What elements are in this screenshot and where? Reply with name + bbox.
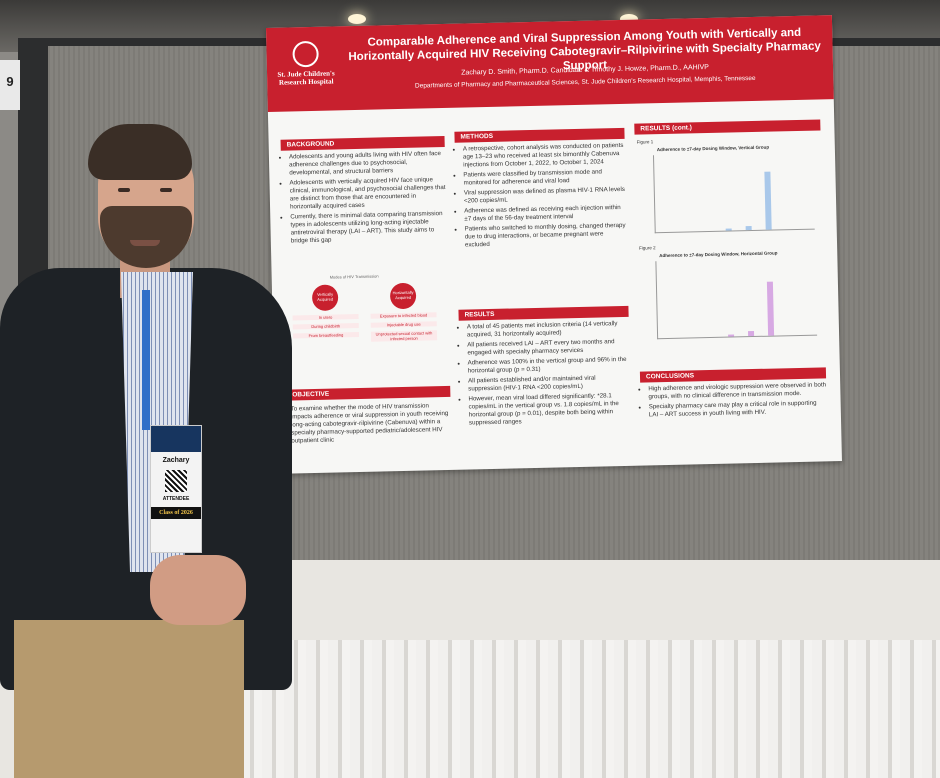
methods-section: A retrospective, cohort analysis was con… — [455, 142, 627, 252]
badge-qr-code-icon — [165, 470, 187, 492]
conclusions-item: High adherence and virologic suppression… — [648, 381, 826, 401]
st-jude-emblem-icon — [292, 40, 319, 68]
ceiling-light — [348, 14, 366, 24]
background-item: Adolescents and young adults living with… — [289, 150, 446, 178]
results-item: However, mean viral load differed signif… — [468, 392, 631, 428]
presenter-pants — [14, 620, 244, 778]
logo-line-2: Research Hospital — [278, 77, 334, 87]
background-section: Adolescents and young adults living with… — [281, 150, 447, 248]
figure2-bar — [728, 334, 735, 337]
background-item: Adolescents with vertically acquired HIV… — [289, 176, 446, 212]
methods-item: A retrospective, cohort analysis was con… — [463, 142, 626, 170]
diagram-horizontal-column: Horizontally Acquired Exposure to infect… — [370, 282, 438, 342]
results-item: Adherence was 100% in the vertical group… — [468, 356, 630, 376]
objective-text: To examine whether the mode of HIV trans… — [290, 402, 449, 445]
methods-item: Adherence was defined as receiving each … — [464, 204, 626, 224]
badge-role: ATTENDEE — [162, 496, 190, 502]
figure2-bar — [766, 281, 775, 336]
methods-heading: METHODS — [454, 127, 625, 143]
research-poster: St. Jude Children's Research Hospital Co… — [266, 15, 842, 474]
figure2-label: Figure 2 — [639, 245, 656, 251]
booth-number-sign: 9 — [0, 60, 20, 110]
conclusions-section: High adherence and virologic suppression… — [640, 381, 827, 421]
results-item: A total of 45 patients met inclusion cri… — [467, 320, 629, 340]
diagram-item: During childbirth — [292, 322, 359, 330]
vertical-bubble: Vertically Acquired — [311, 284, 339, 312]
methods-item: Patients who switched to monthly dosing,… — [465, 222, 628, 250]
badge-header — [151, 426, 201, 452]
badge-name: Zachary — [162, 457, 190, 464]
figure2-bar-chart — [655, 257, 818, 340]
diagram-caption: Modes of HIV Transmission — [329, 273, 379, 280]
results-section: A total of 45 patients met inclusion cri… — [459, 320, 631, 430]
figure1-bar — [745, 226, 752, 231]
horizontal-bubble: Horizontally Acquired — [389, 282, 417, 310]
figure1-title: Adherence to ±7-day Dosing Window, Verti… — [656, 144, 770, 153]
results-item: All patients established and/or maintain… — [468, 374, 630, 394]
figure1-bar — [725, 228, 732, 231]
transmission-diagram: Modes of HIV Transmission Vertically Acq… — [286, 272, 450, 362]
diagram-item: Injectable drug use — [370, 321, 437, 328]
figure1-bar-chart — [652, 151, 815, 234]
poster-header: St. Jude Children's Research Hospital Co… — [266, 15, 834, 112]
objective-heading: OBJECTIVE — [286, 385, 451, 401]
figure2-bar — [748, 331, 755, 337]
background-heading: BACKGROUND — [280, 135, 445, 151]
diagram-vertical-column: Vertically Acquired In utero During chil… — [292, 284, 360, 339]
diagram-item: From breastfeeding — [292, 331, 360, 339]
diagram-item: In utero — [292, 313, 359, 321]
methods-item: Viral suppression was defined as plasma … — [464, 186, 626, 206]
badge-class-label: Class of 2026 — [151, 507, 201, 519]
presenter-hair — [88, 124, 192, 180]
presenter-hands — [150, 555, 246, 625]
figure1-bar — [764, 171, 772, 230]
lanyard — [142, 290, 150, 430]
background-item: Currently, there is minimal data compari… — [290, 210, 447, 246]
diagram-item: Unprotected sexual contact with infected… — [370, 330, 438, 342]
st-jude-logo: St. Jude Children's Research Hospital — [272, 40, 339, 101]
booth-number: 9 — [6, 74, 14, 89]
diagram-item: Exposure to infected blood — [370, 312, 437, 319]
presenter-eye — [118, 188, 130, 192]
conclusions-heading: CONCLUSIONS — [639, 367, 827, 383]
figure1-label: Figure 1 — [636, 139, 654, 145]
conference-badge: Zachary ATTENDEE Class of 2026 — [150, 425, 202, 553]
figure2-title: Adherence to ±7-day Dosing Window, Horiz… — [659, 250, 778, 259]
results-item: All patients received LAI – ART every tw… — [467, 338, 629, 358]
results-cont-heading: RESULTS (cont.) — [634, 119, 821, 135]
conclusions-item: Specialty pharmacy care may play a criti… — [649, 399, 827, 419]
presenter-mouth — [130, 240, 160, 246]
presenter-eye — [160, 188, 172, 192]
results-heading: RESULTS — [458, 305, 629, 321]
methods-item: Patients were classified by transmission… — [463, 168, 625, 188]
table-drape — [240, 640, 940, 778]
